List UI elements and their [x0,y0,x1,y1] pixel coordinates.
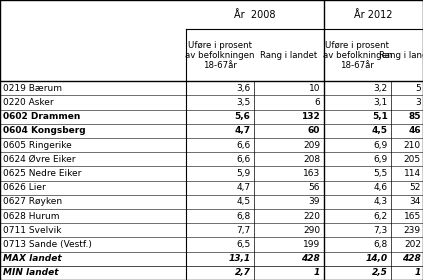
Text: 163: 163 [303,169,320,178]
Text: MIN landet: MIN landet [3,269,58,277]
Text: 5,6: 5,6 [234,112,250,121]
Text: 3,1: 3,1 [374,98,388,107]
Text: Rang i landet: Rang i landet [379,51,423,60]
Text: 6,6: 6,6 [236,141,250,150]
Text: 0604 Kongsberg: 0604 Kongsberg [3,126,85,136]
Text: 4,6: 4,6 [374,183,388,192]
Text: 290: 290 [303,226,320,235]
Text: 10: 10 [309,84,320,93]
Text: 0628 Hurum: 0628 Hurum [3,212,60,221]
Text: MAX landet: MAX landet [3,254,62,263]
Text: År 2012: År 2012 [354,10,393,20]
Text: 165: 165 [404,212,421,221]
Text: Uføre i prosent
av befolkningen
18-67år: Uføre i prosent av befolkningen 18-67år [323,41,392,70]
Text: 6,2: 6,2 [374,212,388,221]
Text: 428: 428 [302,254,320,263]
Text: 85: 85 [408,112,421,121]
Text: 428: 428 [402,254,421,263]
Text: 0219 Bærum: 0219 Bærum [3,84,62,93]
Text: 4,5: 4,5 [372,126,388,136]
Text: 0624 Øvre Eiker: 0624 Øvre Eiker [3,155,75,164]
Text: 5,1: 5,1 [372,112,388,121]
Text: 199: 199 [303,240,320,249]
Text: 3,6: 3,6 [236,84,250,93]
Text: 0626 Lier: 0626 Lier [3,183,46,192]
Text: 0625 Nedre Eiker: 0625 Nedre Eiker [3,169,81,178]
Text: 5,9: 5,9 [236,169,250,178]
Text: 0711 Svelvik: 0711 Svelvik [3,226,61,235]
Text: 202: 202 [404,240,421,249]
Text: 2,7: 2,7 [234,269,250,277]
Text: År  2008: År 2008 [234,10,276,20]
Text: Uføre i prosent
av befolkningen
18-67år: Uføre i prosent av befolkningen 18-67år [185,41,255,70]
Text: 46: 46 [408,126,421,136]
Text: 13,1: 13,1 [228,254,250,263]
Text: 56: 56 [309,183,320,192]
Text: 0713 Sande (Vestf.): 0713 Sande (Vestf.) [3,240,92,249]
Text: 39: 39 [309,197,320,206]
Text: 4,5: 4,5 [236,197,250,206]
Text: 0605 Ringerike: 0605 Ringerike [3,141,72,150]
Text: 0627 Røyken: 0627 Røyken [3,197,62,206]
Text: 6,6: 6,6 [236,155,250,164]
Text: 1: 1 [314,269,320,277]
Text: 6,8: 6,8 [374,240,388,249]
Text: 34: 34 [409,197,421,206]
Text: 14,0: 14,0 [366,254,388,263]
Text: 4,7: 4,7 [236,183,250,192]
Text: 114: 114 [404,169,421,178]
Text: 4,7: 4,7 [234,126,250,136]
Text: 52: 52 [409,183,421,192]
Text: 1: 1 [415,269,421,277]
Text: 0220 Asker: 0220 Asker [3,98,54,107]
Text: 3,2: 3,2 [374,84,388,93]
Text: 208: 208 [303,155,320,164]
Text: 210: 210 [404,141,421,150]
Text: 5: 5 [415,84,421,93]
Text: 6,9: 6,9 [374,155,388,164]
Text: 6,9: 6,9 [374,141,388,150]
Text: 205: 205 [404,155,421,164]
Text: 209: 209 [303,141,320,150]
Text: 0602 Drammen: 0602 Drammen [3,112,80,121]
Text: 60: 60 [308,126,320,136]
Text: 239: 239 [404,226,421,235]
Text: 220: 220 [303,212,320,221]
Text: 2,5: 2,5 [372,269,388,277]
Text: 6: 6 [314,98,320,107]
Text: 7,3: 7,3 [374,226,388,235]
Text: 3: 3 [415,98,421,107]
Text: 3,5: 3,5 [236,98,250,107]
Text: 132: 132 [302,112,320,121]
Text: 7,7: 7,7 [236,226,250,235]
Text: 6,5: 6,5 [236,240,250,249]
Text: 6,8: 6,8 [236,212,250,221]
Text: 4,3: 4,3 [374,197,388,206]
Text: Rang i landet: Rang i landet [260,51,317,60]
Text: 5,5: 5,5 [374,169,388,178]
